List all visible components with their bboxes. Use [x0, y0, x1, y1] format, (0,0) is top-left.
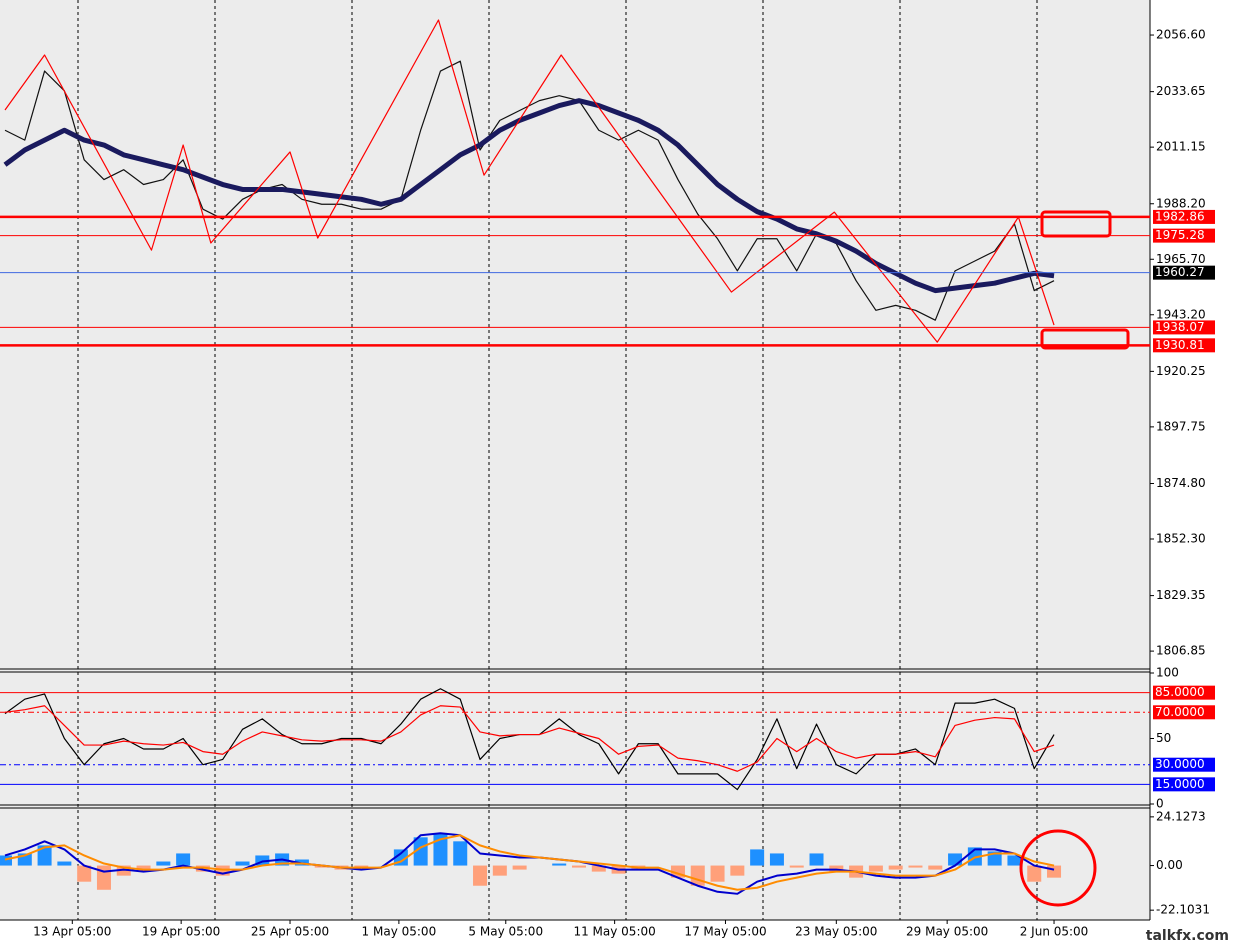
x-tick-label: 25 Apr 05:00 [251, 925, 329, 939]
level-label: 15.0000 [1155, 777, 1205, 791]
histogram-bar [1047, 865, 1062, 878]
histogram-bar [928, 865, 943, 870]
price-label-bg [1153, 320, 1215, 335]
level-label-bg [1153, 757, 1215, 772]
histogram-bar [730, 865, 745, 876]
histogram-bar [473, 865, 488, 886]
panel-borders [0, 0, 1151, 921]
y-tick-label: 1897.75 [1156, 419, 1206, 433]
histogram-bar [37, 845, 52, 866]
histogram-bar [116, 865, 131, 876]
y-tick-label: 100 [1156, 666, 1179, 680]
watermark: talkfx.com [1146, 928, 1229, 944]
series-line [4, 60, 1055, 321]
x-tick-label: 2 Jun 05:00 [1020, 925, 1089, 939]
price-label-bg [1153, 338, 1215, 353]
histogram-bar [57, 861, 72, 866]
level-label: 85.0000 [1155, 685, 1205, 699]
plot-background [0, 0, 1150, 920]
histogram-bar [868, 865, 883, 872]
price-label: 1960.27 [1155, 265, 1205, 279]
histogram-bar [769, 853, 784, 866]
histogram-bar [393, 849, 408, 866]
y-tick-label: 2033.65 [1156, 84, 1206, 98]
histogram-bar [710, 865, 725, 882]
y-tick-label: 1806.85 [1156, 644, 1206, 658]
y-tick-label: 2011.15 [1156, 140, 1206, 154]
y-tick-label: 1920.25 [1156, 364, 1206, 378]
histogram-bar [176, 853, 191, 866]
level-label: 30.0000 [1155, 757, 1205, 771]
price-label-bg [1153, 265, 1215, 280]
histogram-bar [888, 865, 903, 870]
histogram-bar [829, 865, 844, 872]
y-tick-label: 1965.70 [1156, 252, 1206, 266]
histogram-bar [750, 849, 765, 866]
histogram-bar [235, 861, 250, 866]
histogram-bar [512, 865, 527, 870]
histogram-bar [453, 841, 468, 866]
histogram-bar [0, 855, 12, 866]
histogram-bar [948, 853, 963, 866]
y-tick-label: 1829.35 [1156, 588, 1206, 602]
histogram-bar [314, 865, 329, 868]
histogram-bar [552, 863, 567, 866]
series-line [4, 705, 1055, 772]
price-label-bg [1153, 228, 1215, 243]
histogram-bar [413, 837, 428, 866]
y-tick-label: 1988.20 [1156, 196, 1206, 210]
highlight-box [1040, 328, 1130, 350]
series-line [4, 834, 1055, 891]
x-tick-label: 5 May 05:00 [468, 925, 543, 939]
histogram-bar [255, 855, 270, 866]
layers: 13 Apr 05:00 19 Apr 05:00 25 Apr 05:00 1 Ma… [0, 19, 1215, 939]
histogram-bar [572, 865, 586, 868]
level-label-bg [1153, 777, 1215, 792]
histogram-bar [156, 861, 171, 866]
histogram-bar [1027, 865, 1042, 882]
y-tick-label: 50 [1156, 731, 1171, 745]
price-label: 1938.07 [1155, 320, 1205, 334]
histogram-bar [215, 865, 230, 876]
y-tick-label: 1852.30 [1156, 531, 1206, 545]
histogram-bar [136, 865, 151, 872]
x-tick-label: 23 May 05:00 [795, 925, 877, 939]
histogram-bar [492, 865, 507, 876]
price-label: 1930.81 [1155, 338, 1205, 352]
histogram-bar [1007, 855, 1022, 866]
histogram-bar [908, 865, 923, 868]
x-tick-label: 17 May 05:00 [684, 925, 766, 939]
y-tick-label: 2056.60 [1156, 28, 1206, 42]
y-tick-label: 24.1273 [1156, 809, 1206, 823]
histogram-bar [809, 853, 824, 866]
histogram-bar [789, 865, 804, 868]
y-tick-label: 0 [1156, 797, 1164, 811]
histogram-bar [77, 865, 92, 882]
y-tick-label: 1874.80 [1156, 476, 1206, 490]
level-label: 70.0000 [1155, 705, 1205, 719]
histogram-bar [591, 865, 606, 872]
y-tick-label: -22.1031 [1156, 903, 1210, 917]
highlight-circle [1019, 829, 1097, 907]
series-line [4, 832, 1055, 895]
price-label: 1975.28 [1155, 228, 1205, 242]
level-label-bg [1153, 685, 1215, 700]
price-label: 1982.86 [1155, 209, 1205, 223]
x-tick-label: 29 May 05:00 [906, 925, 988, 939]
x-tick-label: 13 Apr 05:00 [33, 925, 111, 939]
price-label-bg [1153, 209, 1215, 224]
y-tick-label: 0.00 [1156, 858, 1183, 872]
highlight-box [1040, 210, 1112, 238]
x-tick-label: 19 Apr 05:00 [142, 925, 220, 939]
x-tick-label: 11 May 05:00 [573, 925, 655, 939]
x-tick-label: 1 May 05:00 [362, 925, 437, 939]
y-tick-label: 1943.20 [1156, 307, 1206, 321]
series-line [4, 19, 1055, 343]
level-label-bg [1153, 705, 1215, 720]
series-line [3, 98, 1055, 294]
histogram-bar [354, 865, 369, 868]
